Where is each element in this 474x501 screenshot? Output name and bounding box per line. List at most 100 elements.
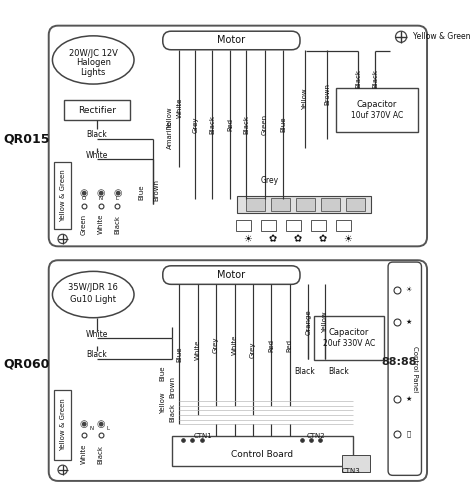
Text: CTN2: CTN2 xyxy=(307,433,325,439)
Text: Yellow & Green: Yellow & Green xyxy=(60,169,65,222)
Text: Brown: Brown xyxy=(169,376,175,398)
Text: ◉: ◉ xyxy=(113,187,122,197)
Text: Halogen: Halogen xyxy=(76,58,111,67)
Text: Capacitor: Capacitor xyxy=(357,100,397,109)
Text: 20uf 330V AC: 20uf 330V AC xyxy=(323,339,375,348)
Text: Lights: Lights xyxy=(81,68,106,77)
Text: Red: Red xyxy=(287,339,293,352)
Bar xyxy=(261,220,276,231)
Text: Motor: Motor xyxy=(217,36,246,46)
Bar xyxy=(271,198,290,211)
FancyBboxPatch shape xyxy=(49,26,427,246)
Bar xyxy=(346,198,365,211)
Text: L: L xyxy=(107,425,109,430)
Ellipse shape xyxy=(53,272,134,318)
Text: ☀: ☀ xyxy=(243,234,252,244)
Text: QR015: QR015 xyxy=(3,132,50,145)
Text: Green: Green xyxy=(81,213,87,234)
Text: Control Panel: Control Panel xyxy=(412,346,418,392)
Text: Blue: Blue xyxy=(176,347,182,362)
Text: Brown: Brown xyxy=(153,179,159,201)
Text: ◉: ◉ xyxy=(96,419,105,429)
Bar xyxy=(336,220,351,231)
Text: 35W/JDR 16: 35W/JDR 16 xyxy=(68,283,118,292)
Ellipse shape xyxy=(395,31,407,43)
Text: 10uf 370V AC: 10uf 370V AC xyxy=(351,111,403,120)
Text: Yellow: Yellow xyxy=(301,88,308,110)
Bar xyxy=(342,455,370,471)
Bar xyxy=(336,88,418,132)
Text: Brown: Brown xyxy=(324,83,330,105)
Bar xyxy=(314,316,384,360)
Bar xyxy=(286,220,301,231)
Text: White: White xyxy=(176,98,182,118)
Text: Yellow: Yellow xyxy=(167,108,173,129)
Text: Yellow & Green: Yellow & Green xyxy=(413,32,471,41)
Bar xyxy=(236,220,251,231)
FancyBboxPatch shape xyxy=(49,260,427,481)
Bar xyxy=(172,436,353,466)
Text: Black: Black xyxy=(169,403,175,422)
Text: 88:88: 88:88 xyxy=(382,357,417,367)
Ellipse shape xyxy=(53,36,134,84)
Text: CTN3: CTN3 xyxy=(342,468,360,474)
Text: Grey: Grey xyxy=(250,342,255,358)
Text: Yellow & Green: Yellow & Green xyxy=(60,398,65,451)
Text: Black: Black xyxy=(209,115,215,134)
Text: Black: Black xyxy=(87,130,107,139)
Text: White: White xyxy=(195,340,201,360)
Text: ✿: ✿ xyxy=(293,234,301,244)
Text: Black: Black xyxy=(372,69,378,88)
Text: Black: Black xyxy=(294,367,315,376)
Text: Grey: Grey xyxy=(192,116,198,133)
Text: ✿: ✿ xyxy=(318,234,326,244)
Text: White: White xyxy=(232,335,238,355)
Text: White: White xyxy=(81,444,87,464)
Text: ☀: ☀ xyxy=(343,234,352,244)
Text: N: N xyxy=(89,425,93,430)
Text: Grey: Grey xyxy=(213,337,219,353)
FancyBboxPatch shape xyxy=(388,262,421,475)
Text: Yellow: Yellow xyxy=(160,392,166,414)
Text: ◉: ◉ xyxy=(96,187,105,197)
Bar xyxy=(64,100,130,120)
Text: Black: Black xyxy=(328,367,349,376)
Bar xyxy=(55,390,71,459)
Text: N: N xyxy=(99,195,103,200)
Text: Red: Red xyxy=(268,339,274,352)
Text: White: White xyxy=(86,330,108,339)
Text: Green: Green xyxy=(262,114,268,135)
Text: Blue: Blue xyxy=(160,366,166,381)
Bar xyxy=(296,198,315,211)
Text: ⌛: ⌛ xyxy=(406,430,410,437)
Text: Orange: Orange xyxy=(305,309,311,335)
Text: 20W/JC 12V: 20W/JC 12V xyxy=(69,49,118,58)
Ellipse shape xyxy=(58,234,67,243)
Text: L: L xyxy=(116,195,119,200)
Text: ◉: ◉ xyxy=(80,187,88,197)
Text: CTN1: CTN1 xyxy=(193,433,212,439)
Text: Black: Black xyxy=(98,444,104,463)
Text: Amarillo: Amarillo xyxy=(167,120,173,149)
Bar xyxy=(237,196,372,213)
Text: QR060: QR060 xyxy=(3,358,50,371)
Text: White: White xyxy=(86,151,108,160)
Text: Black: Black xyxy=(114,214,120,233)
Text: Rectifier: Rectifier xyxy=(78,106,116,115)
FancyBboxPatch shape xyxy=(163,31,300,50)
Text: Blue: Blue xyxy=(280,117,286,132)
Text: ★: ★ xyxy=(405,319,411,325)
Text: Capacitor: Capacitor xyxy=(329,328,369,337)
Text: Control Board: Control Board xyxy=(231,450,293,459)
Bar xyxy=(321,198,340,211)
Ellipse shape xyxy=(58,465,67,474)
FancyBboxPatch shape xyxy=(163,266,300,285)
Text: Gu10 Light: Gu10 Light xyxy=(70,295,116,304)
Text: Black: Black xyxy=(356,69,361,88)
Text: ★: ★ xyxy=(405,396,411,402)
Text: Black: Black xyxy=(243,115,249,134)
Text: ☀: ☀ xyxy=(405,287,411,293)
Bar xyxy=(311,220,326,231)
Text: Motor: Motor xyxy=(217,270,246,280)
Bar xyxy=(246,198,265,211)
